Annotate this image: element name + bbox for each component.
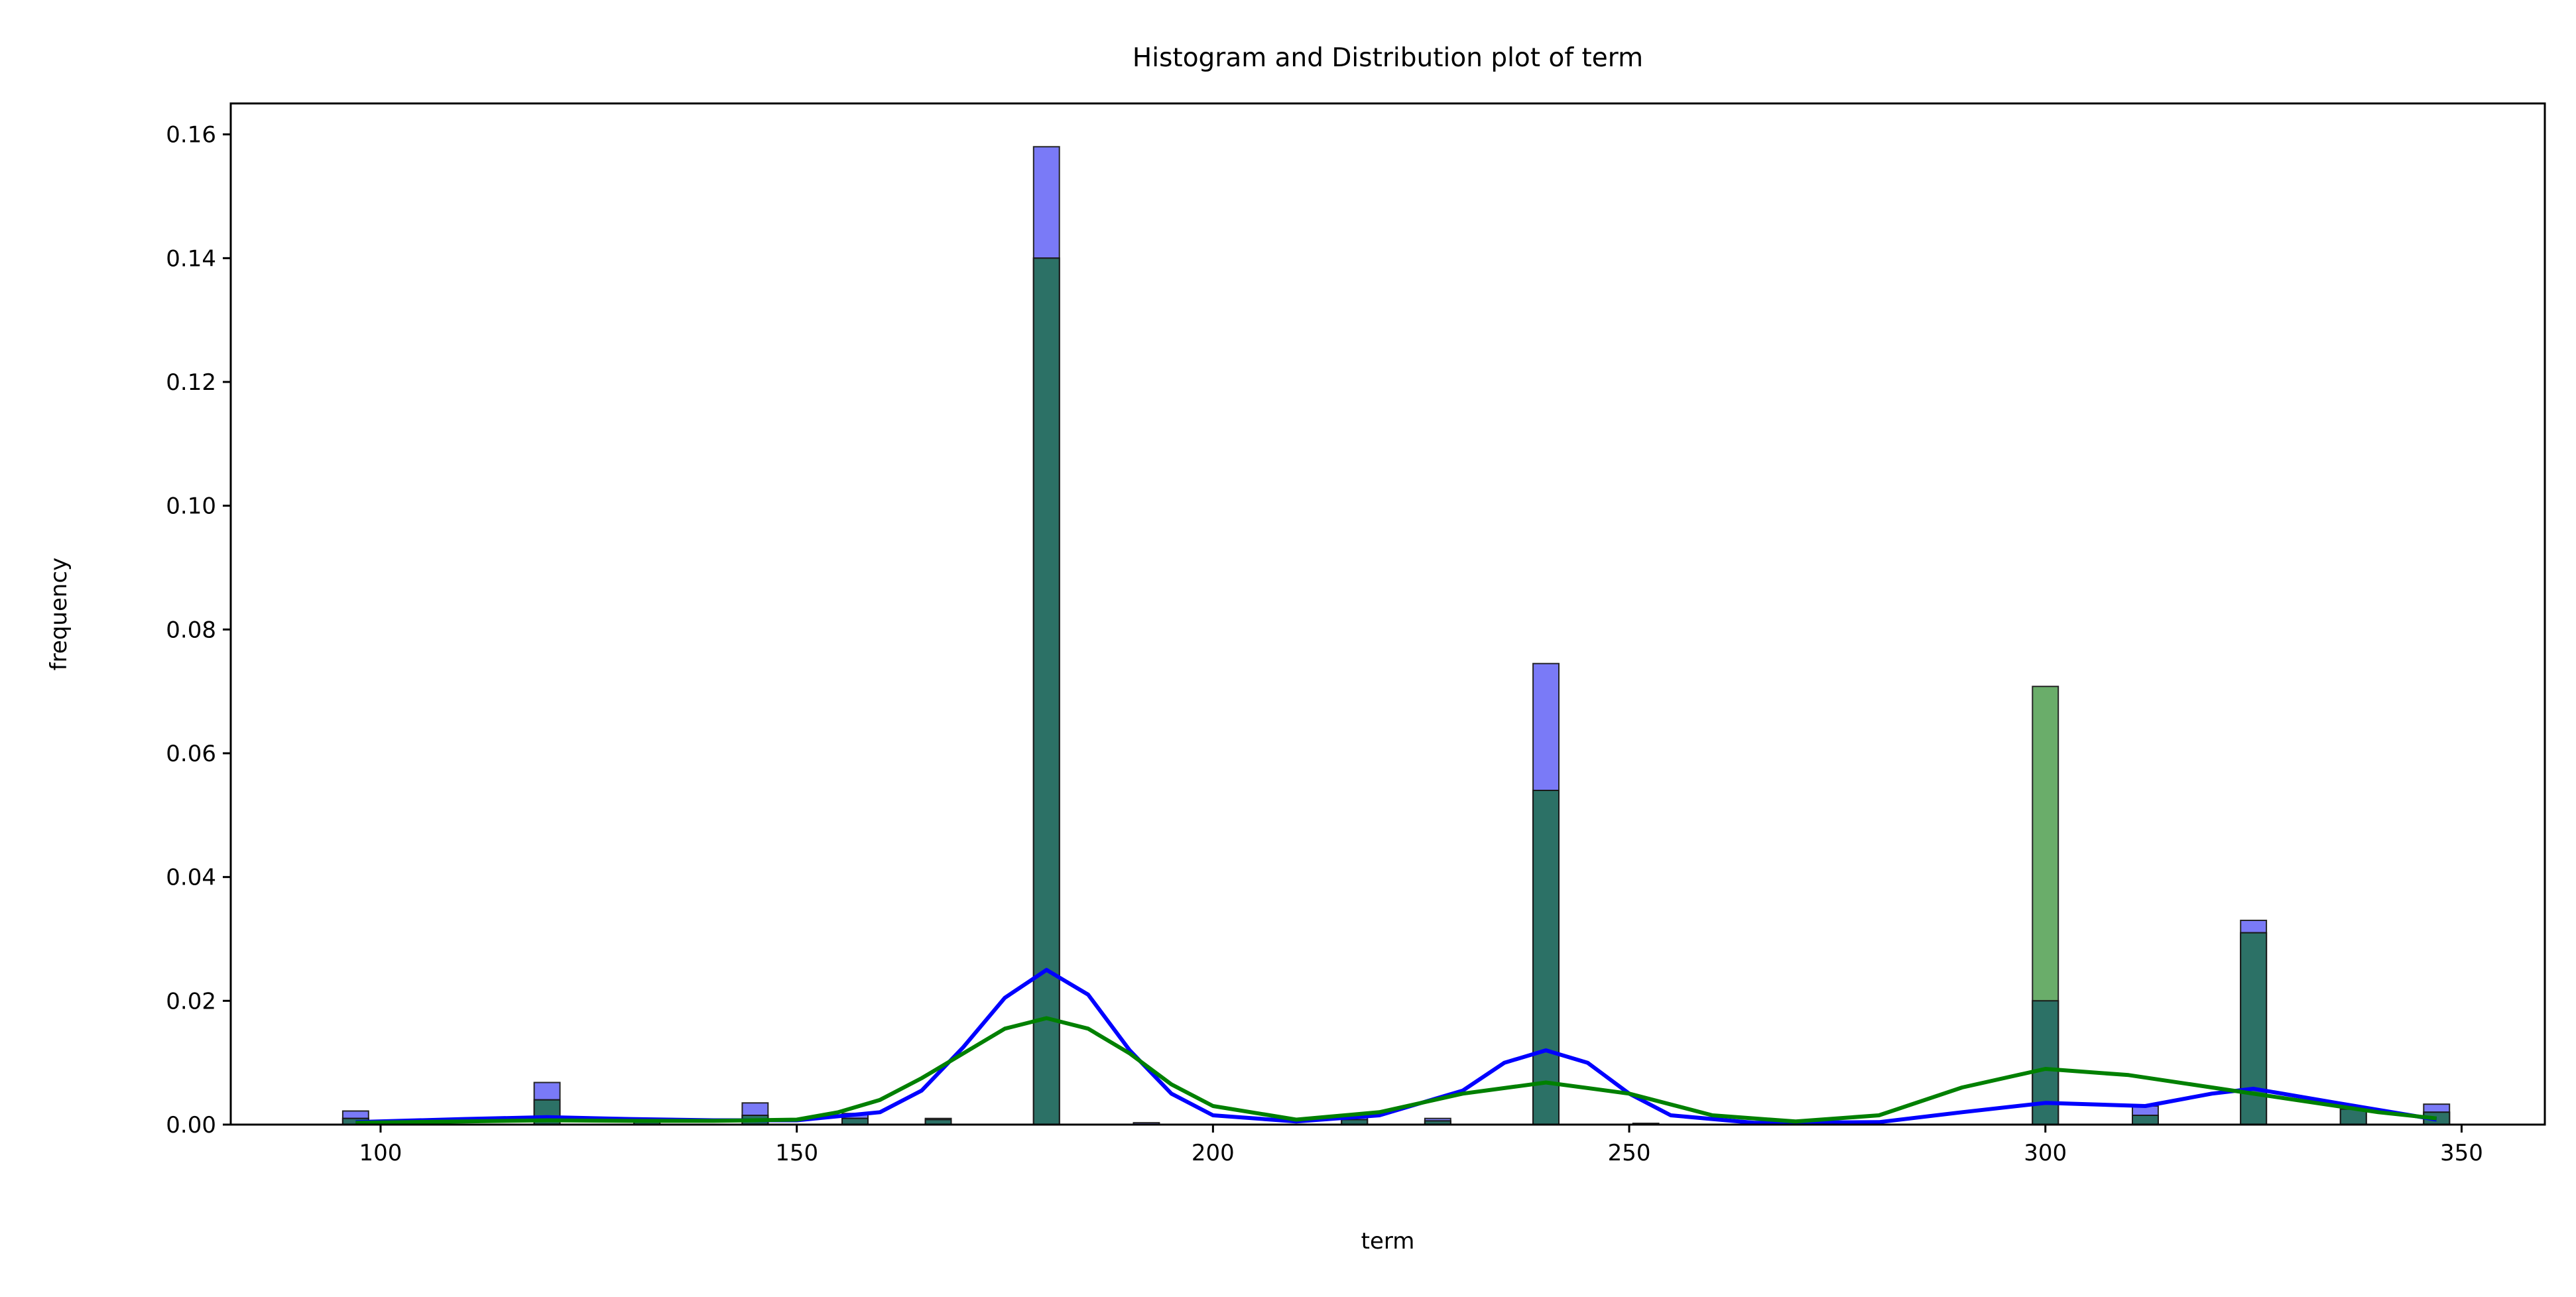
series-0-bars <box>341 146 2451 1126</box>
y-tick-label: 0.06 <box>166 741 216 767</box>
y-tick-label: 0.16 <box>166 122 216 149</box>
y-tick-label: 0.04 <box>166 865 216 891</box>
x-tick-label: 100 <box>359 1140 402 1166</box>
y-tick-label: 0.00 <box>166 1112 216 1139</box>
overlap-bars <box>341 257 2451 1126</box>
x-tick-label: 350 <box>2440 1140 2483 1166</box>
x-axis: 100 150 200 250 300 350 <box>359 1125 2483 1166</box>
overlap-bar <box>1032 257 1060 1125</box>
series-1-bars <box>341 257 2451 1126</box>
y-axis: 0.00 0.02 0.04 0.06 0.08 0.10 0.12 0.14 0.16 <box>166 122 231 1139</box>
x-tick-label: 150 <box>775 1140 818 1166</box>
plot-frame <box>229 102 2546 1126</box>
overlap-bar <box>1532 790 1560 1125</box>
overlap-bar <box>2132 1115 2159 1125</box>
chart-title: Histogram and Distribution plot of term <box>1133 43 1643 73</box>
y-tick-label: 0.12 <box>166 369 216 396</box>
x-axis-label: term <box>1361 1228 1415 1255</box>
overlap-bar <box>2032 1000 2059 1126</box>
y-tick-label: 0.08 <box>166 617 216 643</box>
series-1-kde-line <box>355 1016 2437 1125</box>
histogram-bars <box>341 146 2451 1126</box>
y-axis-label: frequency <box>46 558 72 671</box>
y-tick-label: 0.02 <box>166 988 216 1015</box>
y-tick-label: 0.14 <box>166 245 216 272</box>
kde-lines <box>355 967 2437 1125</box>
y-tick-label: 0.10 <box>166 493 216 520</box>
x-tick-label: 200 <box>1192 1140 1235 1166</box>
x-tick-label: 250 <box>1608 1140 1651 1166</box>
series-0-kde-line <box>355 967 2437 1125</box>
x-tick-label: 300 <box>2024 1140 2067 1166</box>
